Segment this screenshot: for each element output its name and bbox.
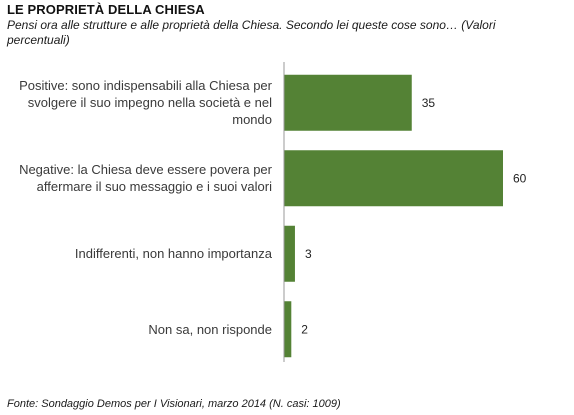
data-label-3: 3 xyxy=(305,247,312,261)
source-note: Fonte: Sondaggio Demos per I Visionari, … xyxy=(7,398,341,410)
chart-subtitle: Pensi ora alle strutture e alle propriet… xyxy=(7,18,496,47)
data-label-2: 60 xyxy=(513,171,527,185)
category-label-4: Non sa, non risponde xyxy=(148,321,272,337)
bar-4 xyxy=(284,301,292,358)
value-labels-layer: 35 60 3 2 xyxy=(301,96,526,337)
chart-title: LE PROPRIETÀ DELLA CHIESA xyxy=(7,2,205,17)
data-label-4: 2 xyxy=(301,322,308,336)
bars-layer xyxy=(284,74,503,358)
category-label-1: Positive: sono indispensabili alla Chies… xyxy=(19,78,272,128)
category-label-2: Negative: la Chiesa deve essere povera p… xyxy=(19,162,272,195)
bar-1 xyxy=(284,74,412,131)
bar-3 xyxy=(284,225,295,282)
bar-2 xyxy=(284,150,503,207)
category-label-3: Indifferenti, non hanno importanza xyxy=(74,246,272,262)
data-label-1: 35 xyxy=(422,96,436,110)
